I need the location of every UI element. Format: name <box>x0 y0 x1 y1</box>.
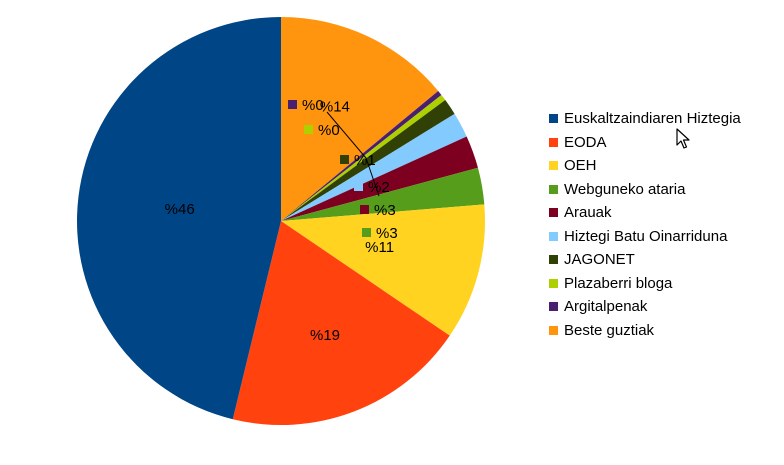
pie-slice-eoda <box>232 221 450 425</box>
data-label-swatch <box>288 100 297 109</box>
legend-label: Webguneko ataria <box>564 180 686 198</box>
legend-swatch <box>549 161 558 171</box>
legend-label: JAGONET <box>564 251 635 269</box>
legend-swatch <box>549 137 558 147</box>
data-label-argitalpenak: %0 <box>302 97 324 114</box>
pie-slice-euskaltzaindiaren-hiztegia <box>77 17 281 420</box>
data-label-jagonet: %1 <box>354 152 376 169</box>
legend-swatch <box>549 231 558 241</box>
leader-line <box>326 111 380 197</box>
pie-slice-webguneko-ataria <box>281 167 485 221</box>
data-label-plazaberri-bloga: %0 <box>318 122 340 139</box>
legend-item-webguneko-ataria: Webguneko ataria <box>549 178 741 202</box>
data-label-swatch <box>360 205 369 214</box>
legend-label: Plazaberri bloga <box>564 274 673 292</box>
legend-swatch <box>549 255 558 265</box>
data-label-swatch <box>304 125 313 134</box>
legend-item-plazaberri-bloga: Plazaberri bloga <box>549 272 741 296</box>
data-label-swatch <box>340 155 349 164</box>
data-label-webguneko-ataria: %3 <box>376 225 398 242</box>
legend-item-arauak: Arauak <box>549 201 741 225</box>
legend-swatch <box>549 184 558 194</box>
data-label-arauak: %3 <box>374 202 396 219</box>
legend-label: Arauak <box>564 204 612 222</box>
legend-label: Hiztegi Batu Oinarriduna <box>564 227 728 245</box>
legend-label: Beste guztiak <box>564 321 655 339</box>
pie-slice-hiztegi-batu-oinarriduna <box>281 113 467 221</box>
mouse-pointer-icon <box>676 128 690 149</box>
legend-item-beste-guztiak: Beste guztiak <box>549 319 741 343</box>
data-label-eoda: %19 <box>310 327 340 344</box>
legend-label: Euskaltzaindiaren Hiztegia <box>564 110 741 128</box>
legend-item-euskaltzaindiaren-hiztegia: Euskaltzaindiaren Hiztegia <box>549 107 741 131</box>
legend-swatch <box>549 278 558 288</box>
legend-swatch <box>549 208 558 218</box>
legend-label: Argitalpenak <box>564 298 648 316</box>
pie-slice-arauak <box>281 136 478 221</box>
pie-slice-argitalpenak <box>281 90 442 221</box>
pie-slice-beste-guztiak <box>281 17 439 221</box>
pie-slice-plazaberri-bloga <box>281 94 446 221</box>
data-label-beste-guztiak: %14 <box>320 99 350 116</box>
data-label-euskaltzaindiaren-hiztegia: %46 <box>165 201 195 218</box>
legend-item-hiztegi-batu-oinarriduna: Hiztegi Batu Oinarriduna <box>549 225 741 249</box>
pie-slice-oeh <box>281 204 485 336</box>
legend-label: OEH <box>564 157 597 175</box>
legend-swatch <box>549 302 558 312</box>
legend-item-eoda: EODA <box>549 131 741 155</box>
chart-legend: Euskaltzaindiaren Hiztegia EODA OEH Webgune… <box>549 107 741 342</box>
data-label-swatch <box>362 228 371 237</box>
legend-item-jagonet: JAGONET <box>549 248 741 272</box>
legend-swatch <box>549 114 558 124</box>
data-label-swatch <box>354 182 363 191</box>
data-label-hiztegi-batu-oinarriduna: %2 <box>368 179 390 196</box>
data-label-oeh: %11 <box>365 239 394 256</box>
legend-item-oeh: OEH <box>549 154 741 178</box>
legend-swatch <box>549 325 558 335</box>
legend-item-argitalpenak: Argitalpenak <box>549 295 741 319</box>
pie-slice-jagonet <box>281 100 455 221</box>
legend-label: EODA <box>564 133 607 151</box>
